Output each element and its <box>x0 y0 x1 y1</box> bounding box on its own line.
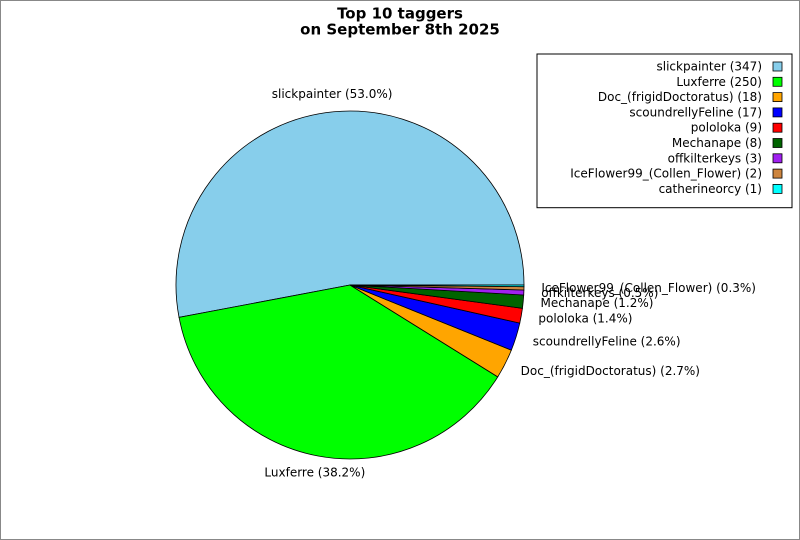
slice-label: offkilterkeys (0.5%) <box>541 286 658 300</box>
legend-swatch <box>772 168 783 179</box>
slice-label: Luxferre (38.2%) <box>264 466 365 480</box>
slice-label: Doc_(frigidDoctoratus) (2.7%) <box>521 364 700 378</box>
legend-label: Luxferre (250) <box>676 75 762 89</box>
legend-swatch <box>772 122 783 133</box>
legend-swatch <box>772 92 783 102</box>
legend-swatch <box>772 76 783 87</box>
legend-swatch <box>772 107 783 118</box>
legend-swatch <box>772 183 783 194</box>
legend-label: offkilterkeys (3) <box>668 151 762 165</box>
pie-slice <box>178 284 499 460</box>
slice-label: pololoka (1.4%) <box>538 311 632 325</box>
legend-swatch <box>772 61 783 72</box>
legend-box <box>536 53 793 209</box>
slice-label: slickpainter (53.0%) <box>272 87 393 101</box>
chart-subtitle: on September 8th 2025 <box>300 21 500 39</box>
legend-label: catherineorcy (1) <box>659 182 762 196</box>
legend-label: Doc_(frigidDoctoratus) (18) <box>598 90 762 104</box>
legend-label: pololoka (9) <box>691 121 762 135</box>
legend-swatch <box>772 153 783 164</box>
slice-label: scoundrellyFeline (2.6%) <box>533 334 681 348</box>
slice-label: IceFlower99_(Collen_Flower) (0.3%) <box>541 281 756 295</box>
pie-slice <box>175 110 525 318</box>
legend-label: scoundrellyFeline (17) <box>629 105 762 119</box>
legend-swatch <box>772 138 783 148</box>
legend-label: slickpainter (347) <box>657 60 762 74</box>
legend-label: IceFlower99_(Collen_Flower) (2) <box>570 167 762 181</box>
pie-slice <box>349 284 525 288</box>
slice-label: Mechanape (1.2%) <box>541 296 654 310</box>
chart-title: Top 10 taggers <box>337 5 463 23</box>
legend-label: Mechanape (8) <box>672 136 762 150</box>
